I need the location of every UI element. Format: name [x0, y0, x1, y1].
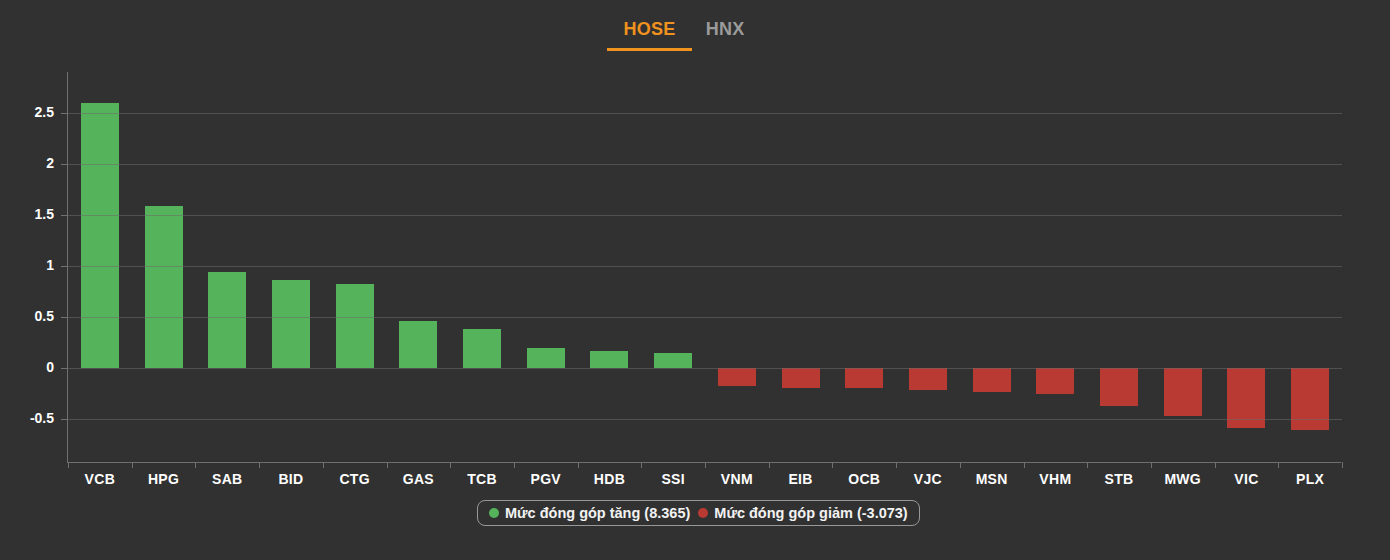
bar-pgv[interactable] — [527, 348, 565, 368]
y-axis-tick — [61, 113, 67, 114]
tab-hnx[interactable]: HNX — [706, 16, 745, 51]
x-axis-tick — [195, 462, 196, 468]
x-axis-label-bid: BID — [259, 471, 323, 487]
x-axis-tick — [769, 462, 770, 468]
x-axis-label-sab: SAB — [195, 471, 259, 487]
x-axis-tick — [450, 462, 451, 468]
bar-msn[interactable] — [973, 368, 1011, 392]
x-axis-label-tcb: TCB — [450, 471, 514, 487]
y-axis-tick — [61, 266, 67, 267]
x-axis-label-msn: MSN — [960, 471, 1024, 487]
stock-contribution-page: HOSE HNX 2.521.510.50-0.5VCBHPGSABBIDCTG… — [0, 0, 1390, 560]
x-axis-tick — [387, 462, 388, 468]
x-axis-tick — [1278, 462, 1279, 468]
bar-hdb[interactable] — [590, 351, 628, 368]
x-axis-tick — [641, 462, 642, 468]
bar-ssi[interactable] — [654, 353, 692, 368]
gridline — [68, 113, 1342, 114]
x-axis-label-gas: GAS — [387, 471, 451, 487]
bar-hpg[interactable] — [145, 206, 183, 368]
y-axis-label: 1 — [2, 257, 54, 273]
increase-dot-icon — [489, 508, 499, 518]
legend-decrease-label: Mức đóng góp giảm (-3.073) — [714, 505, 907, 521]
y-axis-label: 0.5 — [2, 308, 54, 324]
x-axis-label-vjc: VJC — [896, 471, 960, 487]
bar-plx[interactable] — [1291, 368, 1329, 430]
contribution-chart-plot-area: 2.521.510.50-0.5VCBHPGSABBIDCTGGASTCBPGV… — [67, 72, 1341, 463]
x-axis-label-ssi: SSI — [641, 471, 705, 487]
x-axis-label-hdb: HDB — [578, 471, 642, 487]
x-axis-tick — [832, 462, 833, 468]
legend-increase-label: Mức đóng góp tăng (8.365) — [505, 505, 690, 521]
decrease-dot-icon — [698, 508, 708, 518]
bar-eib[interactable] — [782, 368, 820, 388]
x-axis-label-vnm: VNM — [705, 471, 769, 487]
x-axis-label-hpg: HPG — [132, 471, 196, 487]
chart-legend: Mức đóng góp tăng (8.365) Mức đóng góp g… — [477, 500, 920, 526]
x-axis-tick — [960, 462, 961, 468]
bar-tcb[interactable] — [463, 329, 501, 368]
x-axis-tick — [578, 462, 579, 468]
x-axis-tick — [705, 462, 706, 468]
x-axis-label-vhm: VHM — [1024, 471, 1088, 487]
gridline — [68, 164, 1342, 165]
x-axis-label-eib: EIB — [769, 471, 833, 487]
y-axis-tick — [61, 164, 67, 165]
x-axis-label-pgv: PGV — [514, 471, 578, 487]
x-axis-label-mwg: MWG — [1151, 471, 1215, 487]
y-axis-label: 2.5 — [2, 104, 54, 120]
bar-vjc[interactable] — [909, 368, 947, 390]
gridline — [68, 266, 1342, 267]
bar-bid[interactable] — [272, 280, 310, 368]
x-axis-tick — [1087, 462, 1088, 468]
x-axis-tick — [1024, 462, 1025, 468]
y-axis-tick — [61, 368, 67, 369]
gridline — [68, 317, 1342, 318]
x-axis-tick — [514, 462, 515, 468]
legend-item-decrease[interactable]: Mức đóng góp giảm (-3.073) — [698, 505, 907, 521]
legend-item-increase[interactable]: Mức đóng góp tăng (8.365) — [489, 505, 690, 521]
x-axis-tick — [1151, 462, 1152, 468]
x-axis-tick — [1342, 462, 1343, 468]
tab-hose[interactable]: HOSE — [607, 16, 691, 51]
x-axis-label-ocb: OCB — [832, 471, 896, 487]
bar-vcb[interactable] — [81, 103, 119, 368]
x-axis-label-stb: STB — [1087, 471, 1151, 487]
x-axis-label-vcb: VCB — [68, 471, 132, 487]
gridline — [68, 215, 1342, 216]
x-axis-tick — [259, 462, 260, 468]
x-axis-tick — [896, 462, 897, 468]
y-axis-label: 0 — [2, 359, 54, 375]
y-axis-tick — [61, 419, 67, 420]
y-axis-label: 2 — [2, 155, 54, 171]
x-axis-tick — [323, 462, 324, 468]
bar-vhm[interactable] — [1036, 368, 1074, 394]
x-axis-tick — [132, 462, 133, 468]
y-axis-tick — [61, 317, 67, 318]
x-axis-tick — [68, 462, 69, 468]
y-axis-label: 1.5 — [2, 206, 54, 222]
x-axis-label-plx: PLX — [1278, 471, 1342, 487]
y-axis-tick — [61, 215, 67, 216]
bar-ocb[interactable] — [845, 368, 883, 388]
bar-gas[interactable] — [399, 321, 437, 368]
y-axis-label: -0.5 — [2, 410, 54, 426]
x-axis-tick — [1215, 462, 1216, 468]
bar-sab[interactable] — [208, 272, 246, 368]
gridline — [68, 419, 1342, 420]
bar-ctg[interactable] — [336, 284, 374, 368]
x-axis-label-vic: VIC — [1215, 471, 1279, 487]
exchange-tabs: HOSE HNX — [0, 16, 1371, 51]
bar-mwg[interactable] — [1164, 368, 1202, 416]
x-axis-label-ctg: CTG — [323, 471, 387, 487]
bar-stb[interactable] — [1100, 368, 1138, 406]
gridline — [68, 368, 1342, 369]
bar-vnm[interactable] — [718, 368, 756, 386]
